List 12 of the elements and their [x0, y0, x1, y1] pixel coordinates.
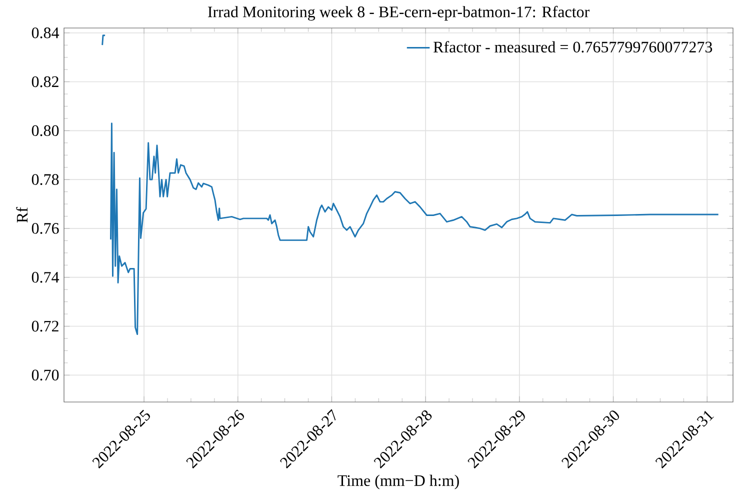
y-tick-label: 0.80 — [32, 125, 59, 136]
y-tick-label: 0.84 — [32, 27, 60, 38]
y-tick-label: 0.74 — [32, 272, 60, 283]
y-tick-label: 0.70 — [32, 370, 59, 381]
x-axis-title: Time (mm−D h:m) — [338, 474, 459, 490]
y-tick-label: 0.76 — [32, 223, 59, 234]
chart-title: Irrad Monitoring week 8 - BE-cern-epr-batmon-17: Rfactor — [208, 6, 590, 21]
y-tick-label: 0.72 — [32, 320, 58, 332]
legend-label: Rfactor - measured = 0.7657799760077273 — [434, 41, 712, 53]
y-axis-title: Rf — [16, 206, 28, 223]
y-tick-label: 0.82 — [32, 76, 58, 88]
y-tick-label: 0.78 — [32, 174, 59, 185]
